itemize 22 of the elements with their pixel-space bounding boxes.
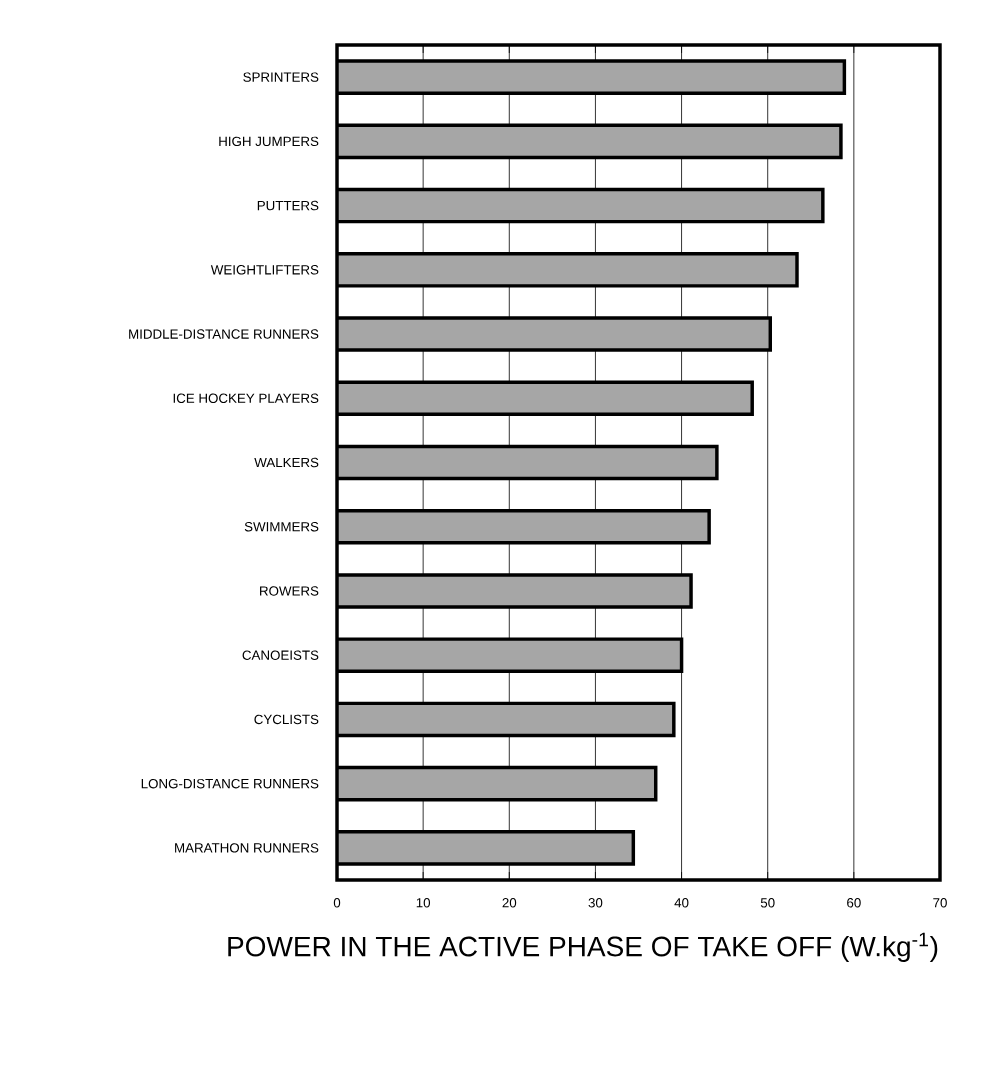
y-tick-label: MIDDLE-DISTANCE RUNNERS [129, 329, 319, 339]
y-tick-label: SWIMMERS [244, 522, 319, 532]
x-tick-label: 10 [416, 898, 431, 908]
x-tick-label: 50 [760, 898, 775, 908]
y-tick-label: SPRINTERS [243, 72, 319, 82]
x-tick-label: 30 [588, 898, 603, 908]
y-tick-label: LONG-DISTANCE RUNNERS [141, 778, 319, 789]
y-tick-label: ICE HOCKEY PLAYERS [173, 393, 319, 403]
y-tick-label: CYCLISTS [254, 714, 319, 725]
x-tick-label: 0 [333, 898, 341, 908]
x-axis-title: POWER IN THE ACTIVE PHASE OF TAKE OFF (W.kg$^{-1}$) [228, 932, 938, 962]
x-tick-label: 60 [847, 898, 861, 908]
y-tick-label: MARATHON RUNNERS [175, 843, 319, 853]
y-tick-label: WEIGHTLIFTERS [210, 265, 319, 275]
y-tick-label: ROWERS [260, 586, 319, 596]
y-tick-label: CANOEISTS [242, 650, 319, 660]
x-tick-label: 40 [674, 898, 689, 908]
y-tick-label: PUTTERS [257, 200, 319, 211]
x-tick-label: 20 [502, 898, 517, 908]
y-tick-label: HIGH JUMPERS [219, 136, 319, 147]
y-tick-label: WALKERS [254, 457, 319, 468]
x-tick-label: 70 [933, 898, 947, 908]
